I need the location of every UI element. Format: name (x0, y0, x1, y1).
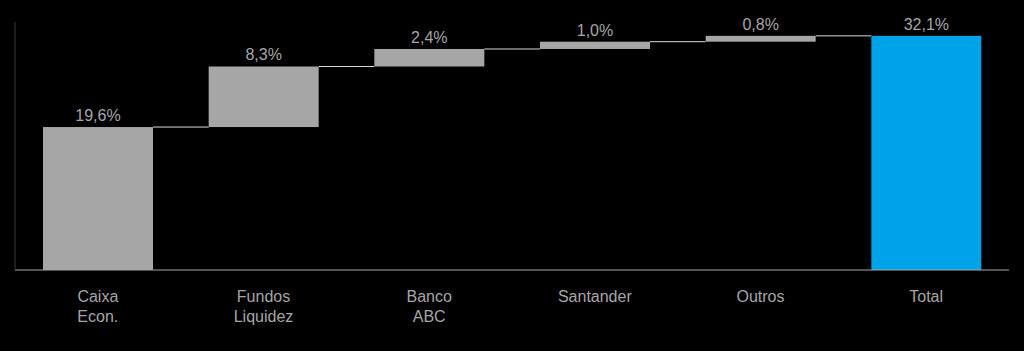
svg-text:19,6%: 19,6% (75, 107, 120, 124)
svg-text:Total: Total (909, 288, 943, 305)
svg-text:1,0%: 1,0% (577, 22, 613, 39)
svg-text:32,1%: 32,1% (904, 16, 949, 33)
svg-text:BancoABC: BancoABC (406, 288, 451, 325)
svg-text:Outros: Outros (736, 288, 784, 305)
svg-text:Santander: Santander (558, 288, 633, 305)
svg-text:0,8%: 0,8% (742, 16, 778, 33)
svg-text:CaixaEcon.: CaixaEcon. (77, 288, 118, 325)
svg-text:8,3%: 8,3% (245, 46, 281, 63)
svg-text:FundosLiquidez: FundosLiquidez (234, 288, 294, 325)
svg-text:2,4%: 2,4% (411, 29, 447, 46)
